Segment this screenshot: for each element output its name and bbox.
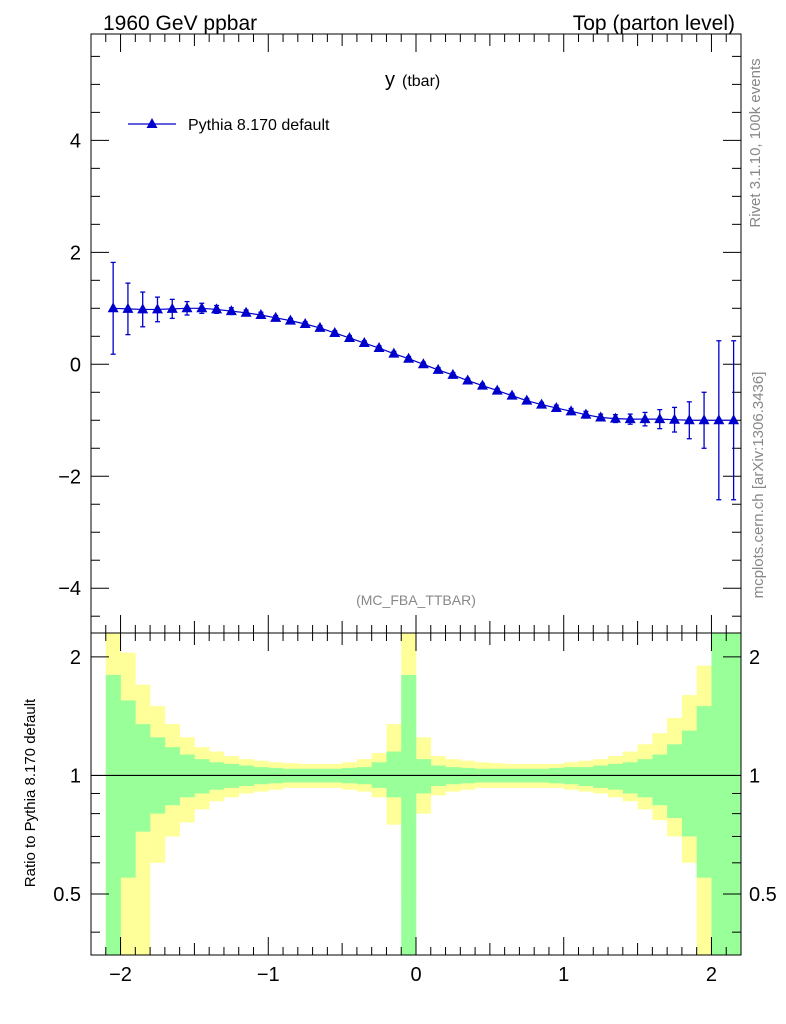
data-point [624, 413, 636, 424]
analysis-label: (MC_FBA_TTBAR) [356, 592, 476, 608]
ratio-frame [90, 632, 742, 956]
data-point [137, 303, 149, 314]
inner-band-bin [652, 754, 668, 806]
inner-band-bin [105, 674, 121, 955]
data-point [403, 352, 415, 363]
ratio-y-tick-label-left: 1 [70, 765, 81, 787]
plot-title-sub: (tbar) [402, 73, 440, 90]
inner-band-bin [711, 633, 727, 955]
inner-band-bin [637, 759, 653, 798]
x-tick-label: −1 [257, 964, 280, 986]
inner-band-bin [622, 762, 638, 794]
y-tick-label: 4 [70, 130, 81, 152]
header-left: 1960 GeV ppbar [103, 12, 257, 35]
inner-band-bin [401, 674, 417, 955]
data-point [240, 306, 252, 317]
ratio-ylabel: Ratio to Pythia 8.170 default [22, 698, 39, 887]
ratio-panel: 0.5 0.5 1 1 2 2 −2 −1 0 1 2 [53, 632, 777, 986]
inner-band-bin [135, 724, 151, 832]
data-point [550, 401, 562, 412]
inner-band-bin [667, 744, 683, 818]
x-tick-label: 1 [558, 964, 569, 986]
data-point [432, 363, 444, 374]
x-tick-label: 0 [410, 964, 421, 986]
data-point [358, 337, 370, 348]
data-point [713, 414, 725, 425]
data-point [595, 411, 607, 422]
main-panel: −4 −2 0 2 4 y (tbar) Pythia 8.170 default (MC_FB… [58, 33, 742, 634]
data-point [270, 311, 282, 322]
inner-band-bin [593, 765, 609, 788]
data-point [476, 379, 488, 390]
inner-band-bin [120, 700, 136, 878]
inner-band-bin [726, 633, 742, 955]
inner-band-bin [578, 767, 594, 787]
data-point [122, 302, 134, 313]
data-point [299, 317, 311, 328]
legend-label: Pythia 8.170 default [188, 117, 330, 134]
data-point [580, 408, 592, 419]
y-tick-label: 0 [70, 354, 81, 376]
data-point [698, 414, 710, 425]
data-point [565, 405, 577, 416]
inner-band-bin [696, 706, 712, 878]
data-point [536, 398, 548, 409]
data-point [462, 374, 474, 385]
data-point [609, 412, 621, 423]
data-point [255, 309, 267, 320]
ratio-y-tick-label-right: 0.5 [749, 884, 777, 906]
data-point [314, 321, 326, 332]
data-point [225, 305, 237, 316]
y-tick-label: −4 [58, 578, 81, 600]
rivet-label: Rivet 3.1.10, 100k events [747, 58, 764, 227]
data-point [211, 303, 223, 314]
inner-band-bin [164, 747, 180, 806]
header-right: Top (parton level) [573, 12, 735, 35]
data-point [417, 358, 429, 369]
data-point [447, 368, 459, 379]
inner-band-bin [416, 759, 432, 794]
plot-title: y [385, 69, 395, 91]
data-point [107, 302, 119, 313]
inner-band-bin [194, 759, 210, 794]
data-point [166, 302, 178, 313]
mcplots-label: mcplots.cern.ch [arXiv:1306.3436] [750, 372, 767, 599]
inner-band-bin [681, 730, 697, 837]
data-point [669, 413, 681, 424]
ratio-y-tick-label-right: 2 [749, 647, 760, 669]
y-tick-label: 2 [70, 242, 81, 264]
inner-band-bin [608, 763, 624, 790]
data-point [521, 394, 533, 405]
data-point [654, 413, 666, 424]
data-point [284, 314, 296, 325]
x-tick-label: −2 [109, 964, 132, 986]
x-tick-label: 2 [706, 964, 717, 986]
data-point [196, 302, 208, 313]
data-point [151, 303, 163, 314]
y-tick-label: −2 [58, 466, 81, 488]
data-point [683, 414, 695, 425]
data-point [491, 384, 503, 395]
data-point [329, 326, 341, 337]
data-point [373, 342, 385, 353]
inner-band-bin [386, 751, 402, 798]
legend-marker [146, 118, 158, 128]
data-point [388, 347, 400, 358]
ratio-y-tick-label-left: 0.5 [53, 884, 81, 906]
data-point [728, 414, 740, 425]
data-point [506, 389, 518, 400]
ratio-y-tick-label-left: 2 [70, 647, 81, 669]
data-point [639, 413, 651, 424]
ratio-y-tick-label-right: 1 [749, 765, 760, 787]
data-point [344, 331, 356, 342]
data-point [181, 302, 193, 313]
